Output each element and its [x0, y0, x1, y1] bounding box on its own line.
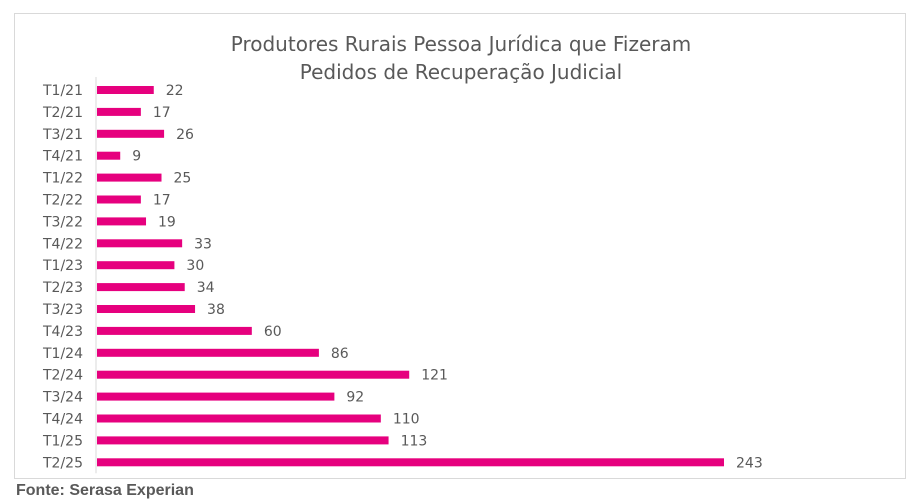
category-tick-label: T2/25	[42, 455, 83, 471]
bar-data-label: 30	[186, 258, 204, 274]
bar-data-label: 243	[736, 455, 763, 471]
bar	[97, 217, 147, 226]
chart-title: Produtores Rurais Pessoa Jurídica que Fi…	[15, 30, 907, 86]
bar	[97, 436, 389, 445]
bar-data-label: 38	[207, 302, 225, 318]
bar-data-label: 17	[153, 105, 171, 121]
category-tick-label: T4/21	[42, 149, 83, 165]
bar	[97, 86, 154, 94]
bar-data-label: 25	[174, 171, 192, 187]
bar-data-label: 60	[264, 324, 282, 340]
bar-data-label: 9	[132, 149, 141, 165]
bar-data-label: 121	[421, 368, 448, 384]
bar	[97, 239, 183, 248]
source-note: Fonte: Serasa Experian	[16, 482, 194, 499]
bar	[97, 392, 335, 401]
bar	[97, 283, 185, 292]
category-tick-label: T3/23	[42, 302, 83, 318]
category-tick-label: T1/24	[42, 346, 83, 362]
category-tick-label: T2/23	[42, 280, 83, 296]
bar-data-label: 26	[176, 127, 194, 143]
category-tick-label: T3/21	[42, 127, 83, 143]
category-tick-label: T4/23	[42, 324, 83, 340]
bar	[97, 151, 121, 160]
bar-data-label: 19	[158, 214, 176, 230]
category-tick-label: T1/23	[42, 258, 83, 274]
bar	[97, 326, 252, 335]
category-tick-label: T1/22	[42, 171, 83, 187]
bar-chart-plot: T1/21 22 T2/21 17 T3/21 26 T4/21 9 T1/22 25 T2/22 1…	[42, 77, 763, 474]
category-tick-label: T2/21	[42, 105, 83, 121]
category-tick-label: T4/24	[42, 412, 83, 428]
bar	[97, 414, 381, 423]
bar	[97, 348, 319, 357]
bar	[97, 458, 724, 467]
bar-data-label: 113	[401, 433, 428, 449]
category-tick-label: T1/21	[42, 83, 83, 99]
category-tick-label: T3/24	[42, 390, 83, 406]
bar-data-label: 86	[331, 346, 349, 362]
bar	[97, 129, 165, 138]
bar-data-label: 34	[197, 280, 215, 296]
category-tick-label: T2/24	[42, 368, 83, 384]
bar	[97, 305, 196, 313]
bar	[97, 107, 141, 116]
bar	[97, 195, 141, 204]
bar	[97, 370, 410, 379]
category-tick-label: T3/22	[42, 214, 83, 230]
bar-data-label: 110	[393, 412, 420, 428]
chart-title-line-2: Pedidos de Recuperação Judicial	[299, 60, 623, 84]
bar-data-label: 17	[153, 193, 171, 209]
category-tick-label: T4/22	[42, 236, 83, 252]
bar	[97, 261, 175, 270]
chart-frame: Produtores Rurais Pessoa Jurídica que Fi…	[14, 13, 906, 479]
category-tick-label: T2/22	[42, 193, 83, 209]
bar-data-label: 33	[194, 236, 212, 252]
bar-data-label: 22	[166, 83, 184, 99]
category-tick-label: T1/25	[42, 433, 83, 449]
bar	[97, 173, 162, 182]
chart-title-line-1: Produtores Rurais Pessoa Jurídica que Fi…	[230, 32, 692, 56]
bar-data-label: 92	[346, 390, 364, 406]
